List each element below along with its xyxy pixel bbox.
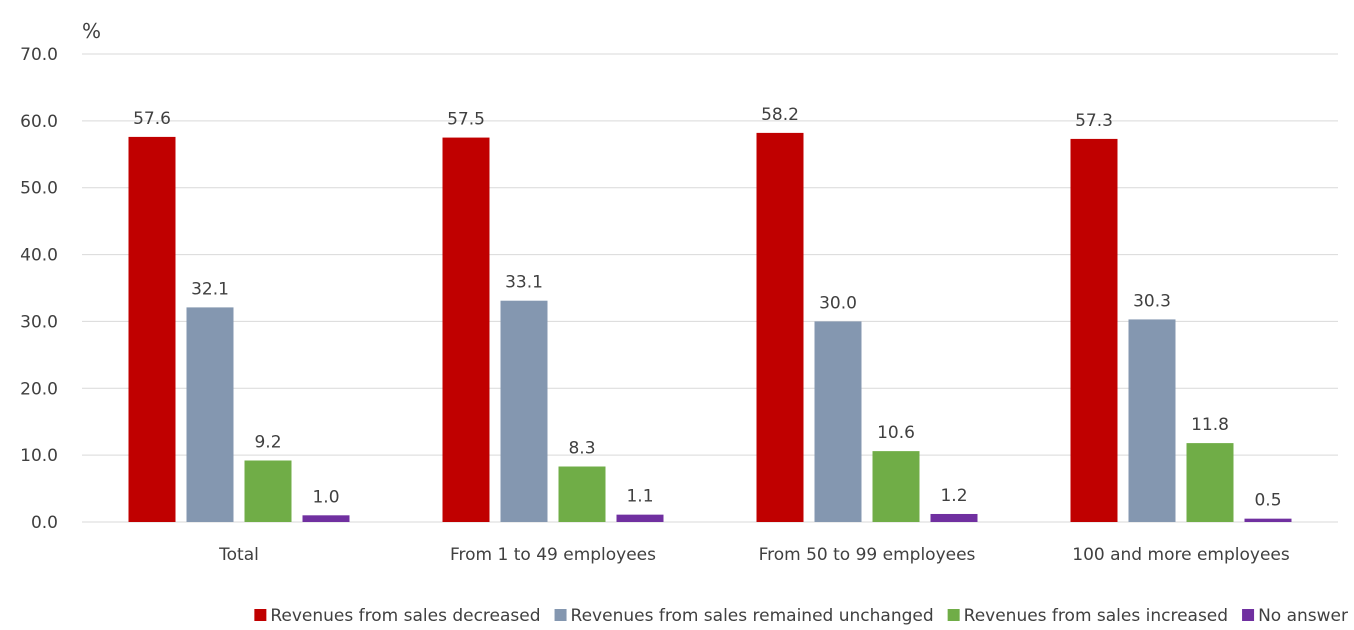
y-tick-label: 70.0	[20, 45, 58, 65]
bar	[814, 321, 862, 522]
legend-label: Revenues from sales decreased	[270, 606, 540, 626]
legend: Revenues from sales decreased Revenues fr…	[254, 606, 1348, 626]
data-label: 8.3	[568, 439, 595, 459]
category-label: 100 and more employees	[1072, 545, 1290, 565]
category-label: From 1 to 49 employees	[450, 545, 656, 565]
bar	[1128, 319, 1176, 522]
y-tick-label: 50.0	[20, 179, 58, 199]
bar	[930, 513, 978, 522]
y-tick-label: 0.0	[31, 513, 58, 533]
bar	[442, 137, 490, 523]
data-label: 9.2	[254, 432, 281, 452]
data-label: 32.1	[191, 279, 229, 299]
legend-label: Revenues from sales increased	[964, 606, 1228, 626]
legend-swatch	[554, 609, 567, 621]
data-label: 57.6	[133, 109, 171, 129]
gridlines	[82, 53, 1338, 523]
category-labels: Total From 1 to 49 employees From 50 to 99…	[218, 545, 1290, 565]
data-label: 57.3	[1075, 111, 1113, 131]
bar	[1186, 443, 1234, 522]
bar	[128, 136, 176, 522]
data-label: 57.5	[447, 110, 485, 130]
legend-item: Revenues from sales remained unchanged	[554, 606, 934, 626]
y-axis-ticks: 0.0 10.0 20.0 30.0 40.0 50.0 60.0 70.0	[20, 45, 58, 533]
data-label: 30.3	[1133, 291, 1171, 311]
category-label: From 50 to 99 employees	[759, 545, 976, 565]
data-label: 1.0	[312, 487, 339, 507]
data-labels: 57.6 32.1 9.2 1.0 57.5 33.1 8.3 1.1 58.2 30.0 10.6…	[133, 105, 1281, 511]
legend-swatch	[1242, 609, 1255, 621]
data-label: 30.0	[819, 293, 857, 313]
bar	[500, 300, 548, 522]
data-label: 58.2	[761, 105, 799, 125]
bar	[186, 307, 234, 522]
legend-item: No answer	[1242, 606, 1348, 626]
bar	[302, 515, 350, 522]
data-label: 1.2	[940, 486, 967, 506]
data-label: 11.8	[1191, 415, 1229, 435]
data-label: 10.6	[877, 423, 915, 443]
bar	[616, 514, 664, 522]
y-unit-label: %	[82, 19, 101, 43]
legend-item: Revenues from sales decreased	[254, 606, 541, 626]
bar	[1070, 138, 1118, 522]
data-label: 33.1	[505, 273, 543, 293]
y-tick-label: 40.0	[20, 246, 58, 266]
y-tick-label: 10.0	[20, 446, 58, 466]
y-tick-label: 30.0	[20, 312, 58, 332]
bar	[244, 460, 292, 522]
legend-item: Revenues from sales increased	[947, 606, 1228, 626]
bars	[128, 132, 1292, 523]
bar	[558, 466, 606, 522]
y-tick-label: 60.0	[20, 112, 58, 132]
y-tick-label: 20.0	[20, 379, 58, 399]
legend-swatch	[254, 609, 267, 621]
bar	[1244, 518, 1292, 522]
data-label: 1.1	[626, 487, 653, 507]
bar	[872, 451, 920, 522]
bar	[756, 132, 804, 523]
data-label: 0.5	[1254, 491, 1281, 511]
legend-label: No answer	[1258, 606, 1348, 626]
category-label: Total	[218, 545, 259, 565]
legend-label: Revenues from sales remained unchanged	[571, 606, 934, 626]
legend-swatch	[947, 609, 960, 621]
